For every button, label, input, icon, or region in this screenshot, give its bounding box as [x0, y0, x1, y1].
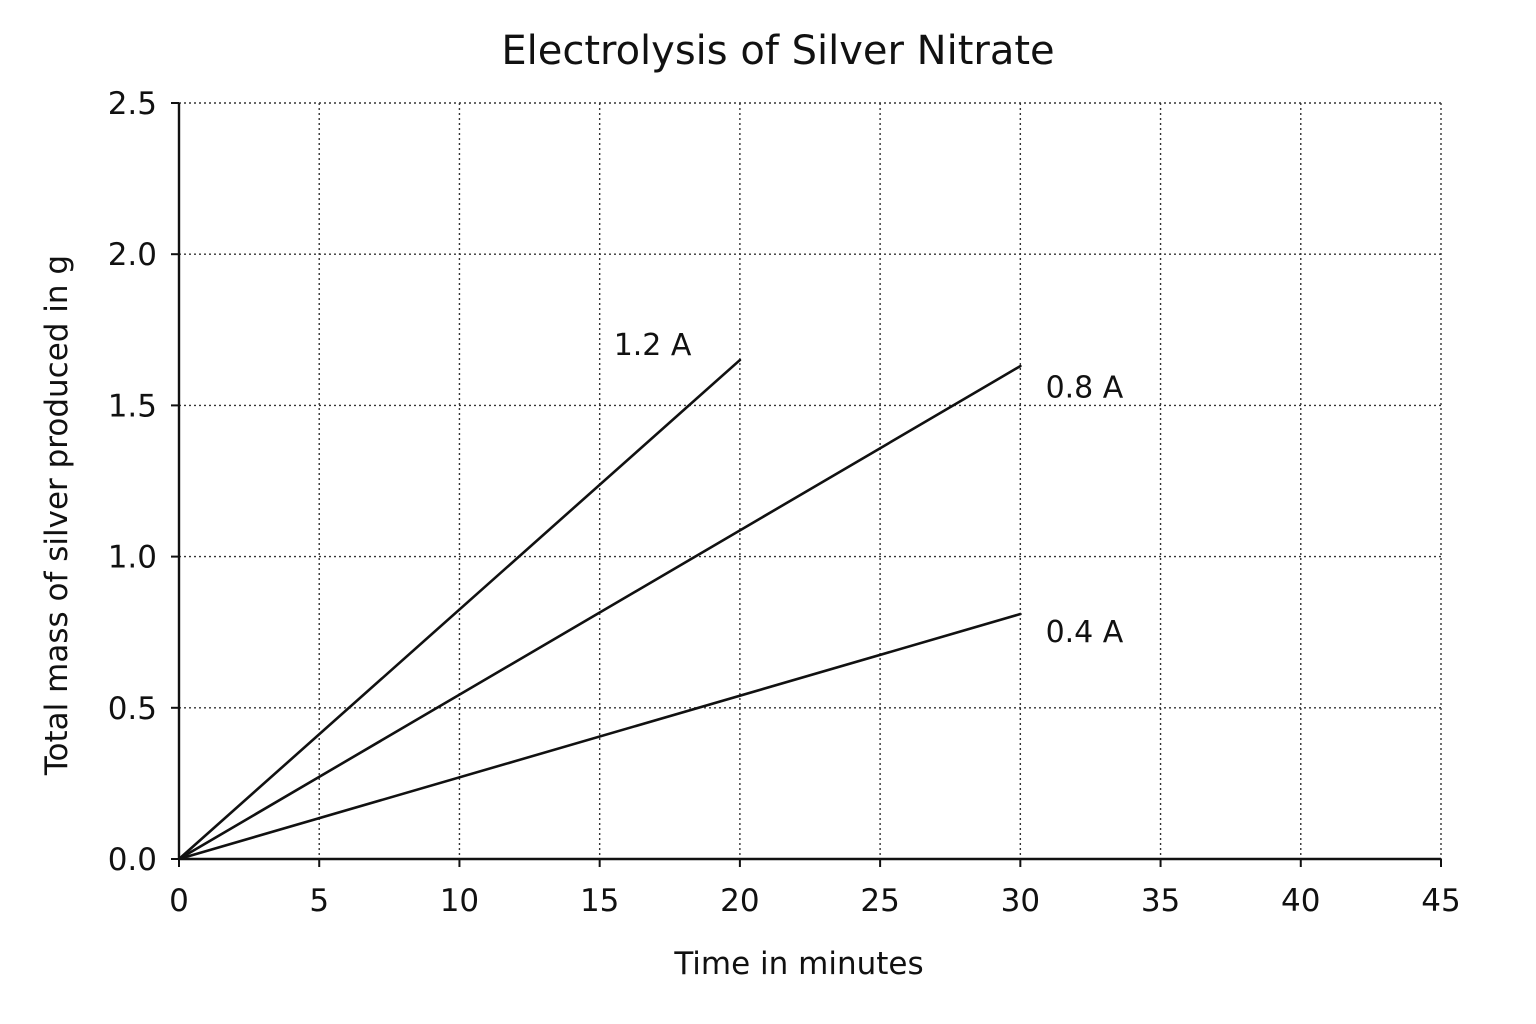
x-tick-label: 40 — [1281, 883, 1320, 919]
y-tick-label: 1.0 — [108, 540, 157, 576]
axes — [177, 103, 1441, 861]
y-tick-label: 2.5 — [108, 86, 157, 122]
series-label-0-4-a: 0.4 A — [1046, 615, 1124, 650]
x-tick-label: 25 — [860, 883, 899, 919]
y-tick-label: 0.5 — [108, 691, 157, 727]
x-tick-label: 10 — [440, 883, 479, 919]
series-line-0-4-a — [177, 612, 1022, 861]
y-tick-label: 0.0 — [108, 842, 157, 878]
data-series: 1.2 A 0.8 A 0.4 A — [177, 328, 1124, 861]
x-tick-label: 35 — [1141, 883, 1180, 919]
series-line-0-8-a — [177, 364, 1022, 861]
y-axis-label: Total mass of silver produced in g — [39, 255, 75, 776]
y-tick-label: 1.5 — [108, 388, 157, 424]
series-line-1-2-a — [177, 358, 742, 861]
x-tick-label: 20 — [720, 883, 759, 919]
grid-lines — [179, 102, 1442, 859]
x-tick-label: 30 — [1001, 883, 1040, 919]
x-tick-label: 45 — [1421, 883, 1460, 919]
x-tick-label: 15 — [580, 883, 619, 919]
y-tick-label: 2.0 — [108, 237, 157, 273]
x-tick-label: 0 — [169, 883, 189, 919]
chart-title: Electrolysis of Silver Nitrate — [501, 28, 1054, 74]
x-axis-label: Time in minutes — [673, 946, 923, 982]
x-tick-label: 5 — [309, 883, 329, 919]
series-label-0-8-a: 0.8 A — [1046, 370, 1124, 405]
series-label-1-2-a: 1.2 A — [614, 328, 692, 363]
tick-marks-and-labels: 0 5 10 15 20 25 30 35 40 45 0.0 0.5 1.0 1.5 2.0 2.5 — [108, 86, 1461, 919]
